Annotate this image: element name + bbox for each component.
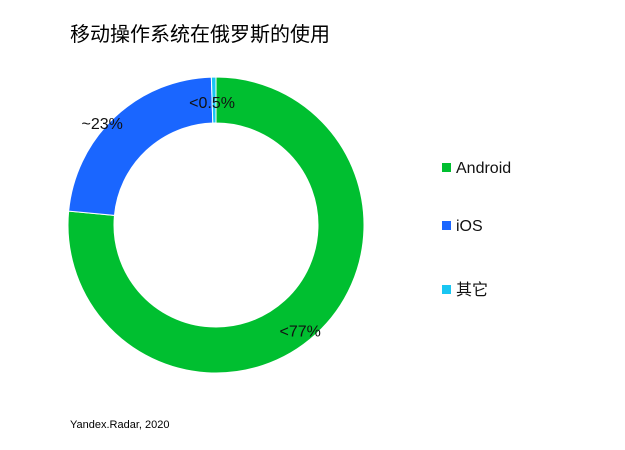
legend-swatch-android <box>442 163 451 172</box>
legend-item-other: 其它 <box>442 276 488 300</box>
slice-label-ios: ~23% <box>81 116 122 133</box>
source-note: Yandex.Radar, 2020 <box>70 419 170 431</box>
donut-slices <box>67 76 365 374</box>
legend-label-android: Android <box>456 160 512 177</box>
legend-label-ios: iOS <box>456 218 483 235</box>
legend-label-other: 其它 <box>456 282 489 299</box>
legend-swatch-other <box>442 285 451 294</box>
slice-label-other: <0.5% <box>189 95 235 112</box>
legend-item-ios: iOS <box>442 218 483 236</box>
donut-slice-other <box>210 76 217 124</box>
legend-swatch-ios <box>442 221 451 230</box>
slice-label-android: <77% <box>280 324 321 341</box>
legend-item-android: Android <box>442 160 511 178</box>
donut-labels: <77% ~23% <0.5% <box>81 95 320 341</box>
donut-slice-android <box>67 76 365 374</box>
chart-title: 移动操作系统在俄罗斯的使用 <box>70 22 330 46</box>
